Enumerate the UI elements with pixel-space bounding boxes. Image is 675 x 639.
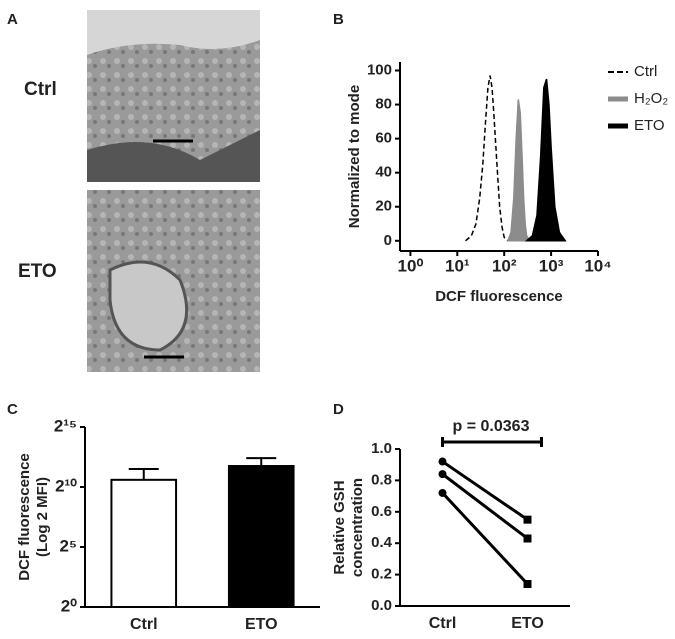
micrograph-region bbox=[108, 260, 189, 352]
y-tick-label: 0.8 bbox=[371, 471, 392, 488]
x-tick-label: 10² bbox=[492, 256, 517, 275]
x-tick-label: 10¹ bbox=[445, 256, 470, 275]
bar bbox=[110, 478, 178, 608]
y-tick-label: 20 bbox=[375, 198, 392, 215]
point bbox=[438, 488, 447, 497]
y-axis-title: concentration bbox=[349, 478, 366, 577]
x-tick-label: 10⁰ bbox=[398, 256, 424, 275]
density-curve bbox=[506, 99, 532, 242]
micrograph-region bbox=[87, 130, 260, 182]
micrograph-region bbox=[87, 10, 260, 55]
y-tick-label: 0.2 bbox=[371, 566, 392, 583]
paired-line bbox=[441, 472, 529, 540]
y-tick-label: 100 bbox=[367, 61, 392, 78]
panel-label: D bbox=[333, 401, 344, 418]
point bbox=[438, 457, 447, 466]
y-tick-label: 0 bbox=[384, 232, 392, 249]
image-label: Ctrl bbox=[24, 79, 57, 100]
x-tick-label: 10⁴ bbox=[584, 256, 611, 275]
y-tick-label: 60 bbox=[375, 130, 392, 147]
y-tick-label: 0.0 bbox=[371, 597, 392, 614]
x-axis-title: DCF fluorescence bbox=[435, 288, 563, 305]
panel-label: B bbox=[333, 11, 344, 28]
point bbox=[523, 515, 532, 524]
bar bbox=[227, 465, 295, 609]
y-axis-title: Relative GSH bbox=[331, 480, 348, 574]
legend-label: Ctrl bbox=[634, 63, 657, 80]
legend-label: ETO bbox=[634, 117, 665, 134]
y-tick-label: 0.4 bbox=[371, 534, 393, 551]
x-tick-label: 10³ bbox=[539, 256, 564, 275]
x-tick-label: Ctrl bbox=[429, 615, 457, 632]
y-tick-label: 40 bbox=[375, 164, 392, 181]
y-tick-label: 0.6 bbox=[371, 503, 392, 520]
annotation: p = 0.0363 bbox=[453, 418, 530, 435]
density-curve bbox=[465, 75, 509, 242]
y-tick-label: 2¹⁰ bbox=[55, 476, 77, 495]
x-tick-label: ETO bbox=[511, 615, 544, 632]
point bbox=[438, 470, 447, 479]
y-tick-label: 1.0 bbox=[371, 440, 392, 457]
paired-line bbox=[441, 460, 529, 521]
significance-bracket bbox=[441, 437, 543, 447]
y-axis-title: DCF fluorescence bbox=[16, 453, 33, 581]
panel-label: C bbox=[7, 401, 18, 418]
image-label: ETO bbox=[18, 261, 57, 282]
panel-label: A bbox=[7, 11, 18, 28]
legend-label: H₂O₂ bbox=[634, 90, 668, 107]
paired-line bbox=[441, 491, 529, 586]
y-tick-label: 2⁰ bbox=[61, 596, 77, 615]
point bbox=[523, 580, 532, 589]
x-tick-label: ETO bbox=[245, 616, 278, 633]
y-tick-label: 2¹⁵ bbox=[54, 416, 77, 435]
y-axis-title: (Log 2 MFI) bbox=[34, 477, 51, 557]
point bbox=[523, 534, 532, 543]
density-curve bbox=[524, 78, 567, 242]
y-axis-title: Normalized to mode bbox=[346, 85, 363, 228]
y-tick-label: 80 bbox=[375, 96, 392, 113]
x-tick-label: Ctrl bbox=[130, 616, 158, 633]
y-tick-label: 2⁵ bbox=[60, 536, 77, 555]
